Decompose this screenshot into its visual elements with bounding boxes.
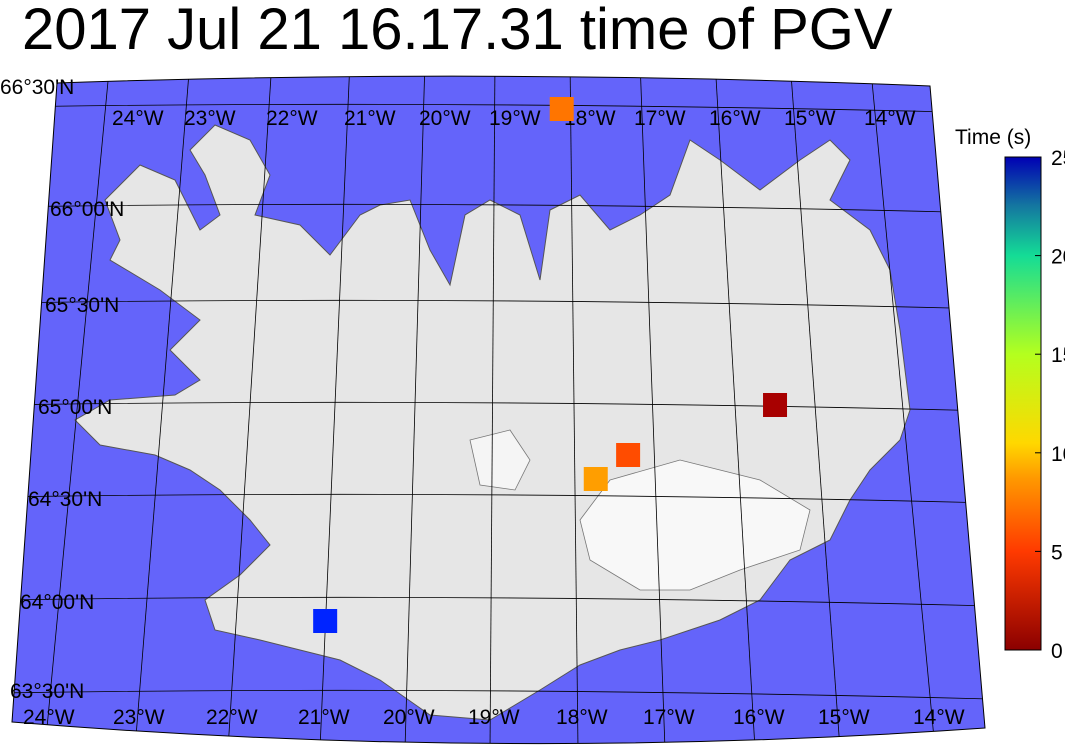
longitude-label-bottom: 17°W: [643, 706, 695, 729]
latitude-line: [12, 596, 985, 609]
longitude-line: [227, 76, 273, 744]
longitude-label-top: 21°W: [344, 107, 396, 130]
longitude-line: [789, 76, 841, 744]
station-marker[interactable]: [763, 393, 788, 417]
latitude-line: [12, 203, 985, 216]
longitude-line: [44, 76, 111, 744]
vatnajokull-glacier: [579, 459, 811, 591]
longitude-line: [639, 76, 666, 744]
latitude-line: [12, 401, 985, 414]
colorbar-label: Time (s): [955, 126, 1031, 149]
longitude-label-top: 24°W: [112, 107, 164, 130]
longitude-label-top: 16°W: [709, 107, 761, 130]
station-marker[interactable]: [549, 97, 574, 121]
colorbar-tick-label: 0: [1051, 640, 1063, 663]
longitude-line: [134, 76, 191, 744]
latitude-line: [12, 299, 985, 312]
longitude-label-bottom: 18°W: [556, 706, 608, 729]
colorbar: [1004, 156, 1042, 651]
station-marker[interactable]: [313, 609, 338, 633]
station-marker[interactable]: [583, 467, 608, 491]
longitude-label-top: 20°W: [419, 107, 471, 130]
longitude-label-top: 23°W: [184, 107, 236, 130]
latitude-label: 66°00'N: [50, 198, 124, 221]
longitude-label-bottom: 14°W: [913, 706, 965, 729]
colorbar-tick-label: 25: [1051, 147, 1065, 170]
longitude-label-top: 22°W: [266, 107, 318, 130]
longitude-line: [569, 76, 579, 744]
latitude-label: 64°00'N: [20, 591, 94, 614]
latitude-line: [12, 103, 985, 116]
longitude-label-top: 14°W: [864, 107, 916, 130]
longitude-label-top: 18°W: [564, 107, 616, 130]
map-title: 2017 Jul 21 16.17.31 time of PGV: [22, 0, 893, 62]
latitude-line: [12, 493, 985, 506]
station-marker[interactable]: [616, 443, 641, 467]
latitude-label: 63°30'N: [10, 680, 84, 703]
longitude-line: [319, 76, 351, 744]
latitude-label: 65°30'N: [45, 294, 119, 317]
langjokull-glacier: [469, 429, 531, 491]
graticule: [12, 76, 985, 744]
colorbar-tick-label: 15: [1051, 344, 1065, 367]
latitude-label: 66°30'N: [0, 76, 74, 99]
longitude-line: [714, 76, 756, 744]
colorbar-tick-label: 20: [1051, 246, 1065, 269]
longitude-label-top: 15°W: [784, 107, 836, 130]
colorbar-tick-label: 10: [1051, 443, 1065, 466]
longitude-label-bottom: 23°W: [113, 706, 165, 729]
longitude-label-bottom: 16°W: [733, 706, 785, 729]
longitude-line: [869, 76, 936, 744]
longitude-label-bottom: 21°W: [298, 706, 350, 729]
longitude-label-top: 17°W: [634, 107, 686, 130]
longitude-label-bottom: 15°W: [818, 706, 870, 729]
longitude-label-bottom: 20°W: [383, 706, 435, 729]
latitude-line: [12, 689, 985, 702]
colorbar-tick-label: 5: [1051, 541, 1063, 564]
longitude-line: [489, 76, 496, 744]
longitude-label-bottom: 22°W: [206, 706, 258, 729]
longitude-label-bottom: 24°W: [23, 706, 75, 729]
longitude-label-top: 19°W: [489, 107, 541, 130]
longitude-label-bottom: 19°W: [468, 706, 520, 729]
latitude-label: 64°30'N: [28, 488, 102, 511]
latitude-label: 65°00'N: [38, 396, 112, 419]
longitude-line: [404, 76, 426, 744]
